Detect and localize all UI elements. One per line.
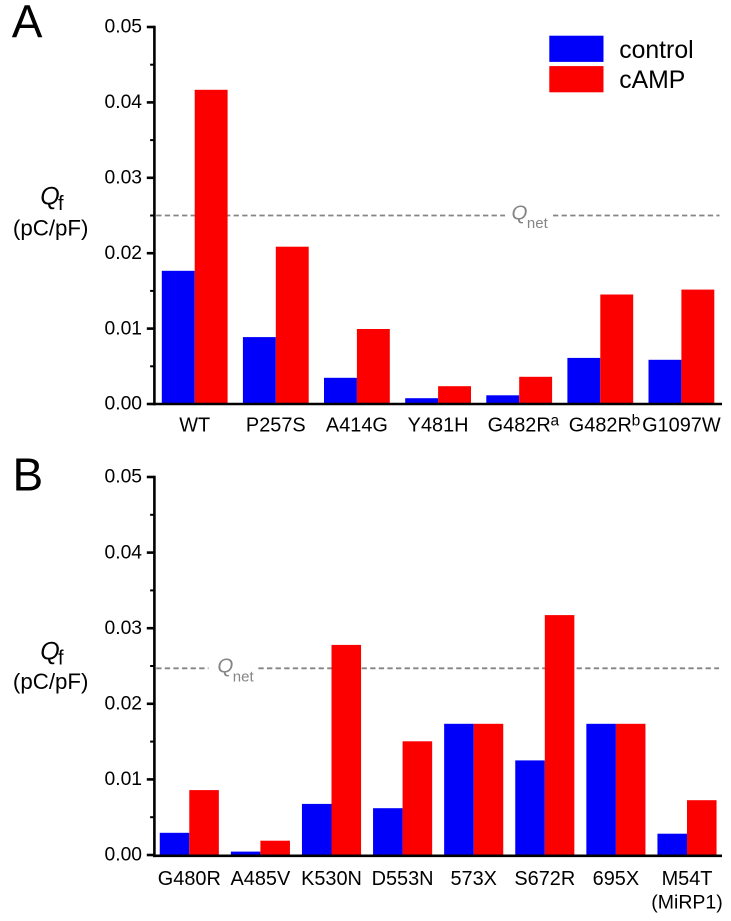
svg-text:cAMP: cAMP (619, 67, 685, 94)
svg-text:G1097W: G1097W (642, 415, 721, 437)
svg-text:0.04: 0.04 (105, 92, 143, 113)
svg-text:a: a (551, 412, 560, 429)
svg-text:Q: Q (217, 655, 233, 678)
svg-text:G480R: G480R (158, 868, 221, 890)
svg-text:A: A (12, 0, 43, 47)
svg-text:Q: Q (40, 183, 59, 211)
svg-text:A414G: A414G (326, 415, 388, 437)
svg-text:0.05: 0.05 (105, 467, 143, 488)
svg-text:P257S: P257S (246, 415, 306, 437)
svg-text:0.03: 0.03 (105, 168, 143, 189)
svg-text:Q: Q (512, 201, 528, 224)
svg-text:0.04: 0.04 (105, 542, 143, 563)
svg-text:(MiRP1): (MiRP1) (651, 892, 723, 914)
svg-text:695X: 695X (593, 868, 639, 890)
svg-text:0.00: 0.00 (105, 845, 143, 866)
svg-text:0.01: 0.01 (105, 769, 143, 790)
svg-text:0.01: 0.01 (105, 318, 143, 339)
svg-text:0.03: 0.03 (105, 618, 143, 639)
svg-text:K530N: K530N (301, 868, 362, 890)
svg-text:G482R: G482R (569, 415, 632, 437)
svg-text:net: net (233, 669, 255, 686)
svg-text:0.02: 0.02 (105, 694, 143, 715)
svg-text:B: B (13, 448, 44, 500)
svg-text:0.00: 0.00 (105, 394, 143, 415)
svg-text:net: net (527, 215, 549, 232)
svg-text:A485V: A485V (231, 868, 291, 890)
svg-text:573X: 573X (450, 868, 496, 890)
svg-text:M54T: M54T (662, 868, 713, 890)
svg-text:G482R: G482R (488, 415, 551, 437)
svg-text:f: f (58, 648, 64, 670)
svg-text:S672R: S672R (514, 868, 575, 890)
svg-text:WT: WT (179, 415, 210, 437)
svg-text:0.02: 0.02 (105, 243, 143, 264)
svg-text:b: b (632, 412, 641, 429)
svg-text:Y481H: Y481H (408, 415, 469, 437)
svg-text:0.05: 0.05 (105, 17, 143, 38)
svg-text:(pC/pF): (pC/pF) (13, 669, 89, 694)
svg-text:D553N: D553N (372, 868, 434, 890)
svg-text:control: control (619, 37, 693, 64)
svg-text:Q: Q (40, 638, 59, 666)
svg-text:(pC/pF): (pC/pF) (13, 215, 89, 240)
svg-text:f: f (58, 193, 64, 215)
